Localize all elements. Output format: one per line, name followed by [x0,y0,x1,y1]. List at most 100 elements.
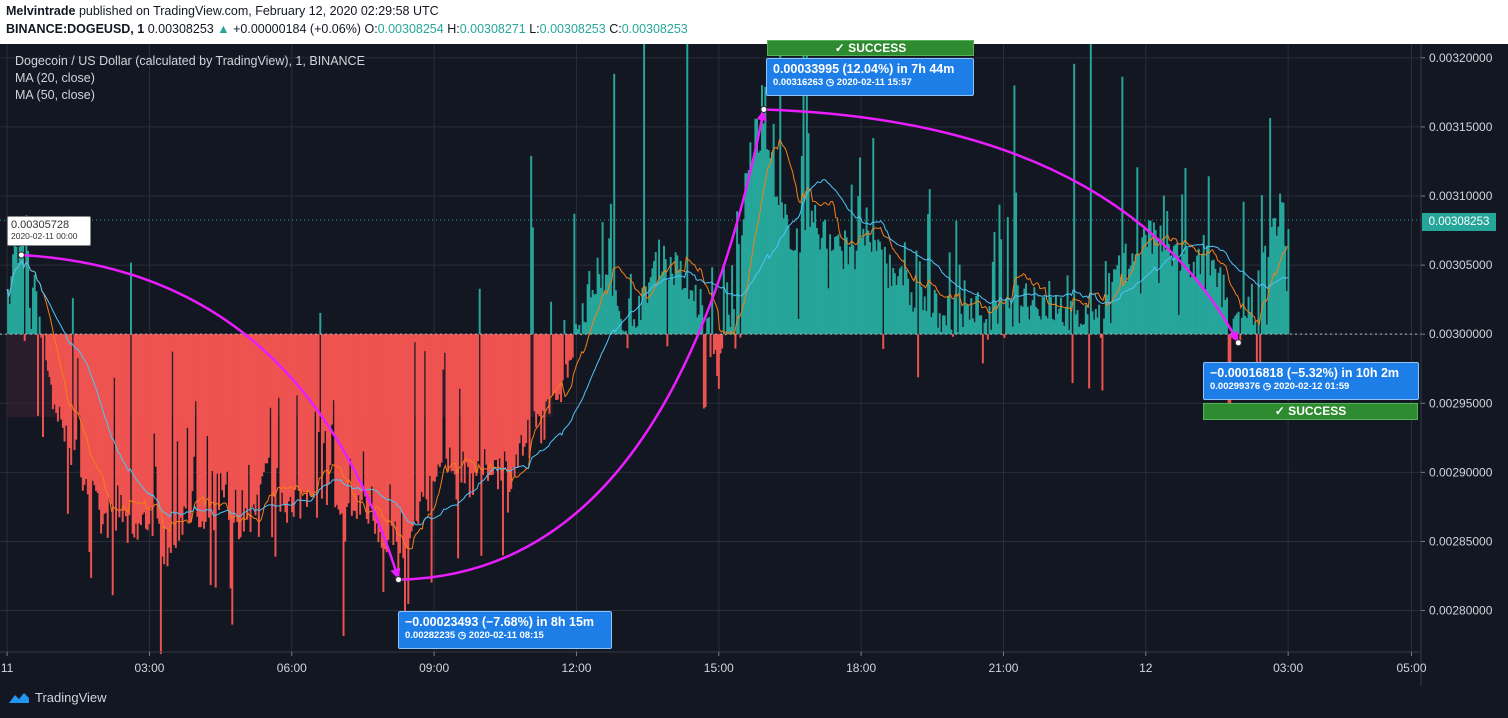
area-bar-up [1217,272,1220,335]
area-bar-up [609,203,612,335]
area-bar-down [452,334,455,471]
area-bar-up [942,315,944,335]
area-bar-up [1204,289,1207,335]
area-bar-up [1111,281,1114,335]
area-bar-down [302,334,305,493]
measure-arc [398,109,766,581]
area-bar-up [676,255,679,335]
area-bar-down [156,334,159,519]
tradingview-logo-icon [9,692,29,703]
area-bar-down [236,334,239,522]
area-bar-down [702,334,705,409]
area-bar-up [868,242,871,335]
area-bar-down [178,334,181,541]
area-bar-down [716,334,719,376]
area-bar-down [70,334,73,465]
area-bar-up [1244,315,1247,335]
area-bar-up [1161,251,1164,335]
area-bar-down [121,334,124,523]
last-price-badge: 0.00308253 [1422,213,1496,231]
area-bar-up [975,295,978,335]
area-bar-down [282,334,285,506]
area-bar-up [15,246,18,335]
area-bar-up [687,298,690,335]
area-bar-down [1099,334,1102,338]
price-chart[interactable]: 0.00320000 0.00315000 0.00310000 0.00305000… [0,44,1508,686]
area-bar-down [274,334,277,557]
area-bar-up [1235,313,1238,335]
area-bar-up [814,204,817,335]
legend-ma50[interactable]: MA (50, close) [15,88,95,102]
time-tick-label: 05:00 [1396,661,1426,675]
time-tick-label: 18:00 [846,661,876,675]
area-bar-down [189,334,192,523]
area-bar-down [462,334,465,452]
area-bar-up [1094,309,1097,335]
area-bar-up [20,245,23,335]
area-bar-down [917,334,920,378]
area-bar-up [586,284,589,335]
area-bar-up [1036,308,1039,335]
area-bar-up [1113,269,1116,335]
low-value: 0.00308253 [539,22,606,36]
area-bar-up [1172,246,1175,335]
area-bar-up [790,249,793,335]
area-bar-up [583,321,586,335]
area-bar-up [611,295,614,335]
area-bar-down [188,334,191,523]
area-bar-up [696,317,699,335]
area-bar-down [951,334,954,337]
area-bar-down [379,334,382,533]
area-bar-up [1214,268,1217,335]
area-bar-down [400,334,403,513]
area-bar-down [349,334,352,459]
area-bar-down [1001,334,1004,336]
clock-icon: ◷ [457,630,467,641]
area-bar-up [601,221,604,335]
area-bar-up [1197,248,1200,335]
area-bar-up [947,295,949,335]
area-bar-down [390,334,393,526]
area-bar-up [634,327,637,335]
area-bar-up [761,85,763,335]
legend-ma20[interactable]: MA (20, close) [15,71,95,85]
area-bar-up [937,327,940,335]
tradingview-brand[interactable]: TradingView [8,690,107,705]
area-bar-down [63,334,66,442]
area-bar-down [227,334,230,521]
area-bar-up [933,289,936,335]
area-bar-up [1260,195,1263,335]
area-bar-down [734,334,737,349]
publisher-name[interactable]: Melvintrade [6,4,76,18]
area-bar-down [526,334,529,420]
area-bar-up [646,302,649,335]
footer-bar [0,686,1508,718]
area-bar-down [75,334,78,440]
area-bar-down [1255,334,1258,379]
area-bar-up [674,252,677,335]
price-change: +0.00000184 (+0.06%) [233,22,361,36]
area-bar-down [45,334,48,361]
area-bar-up [1146,247,1149,335]
area-bar-down [299,334,302,519]
area-bar-up [1048,281,1051,335]
area-bar-down [330,334,333,425]
area-bar-down [208,334,211,518]
area-bar-down [721,334,724,349]
area-bar-down [508,334,511,493]
area-bar-down [100,334,103,534]
area-bar-up [991,261,994,335]
area-bar-up [644,286,647,335]
area-bar-up [1069,300,1072,335]
area-bar-up [677,270,680,335]
area-bar-up [606,275,609,335]
area-bar-down [739,334,742,338]
area-bar-up [38,316,41,335]
area-bar-down [58,334,61,407]
area-bar-up [7,289,10,335]
area-bar-down [413,334,416,343]
area-bar-up [932,312,935,335]
area-bar-up [950,329,953,335]
measure-label-3: −0.00016818 (−5.32%) in 10h 2m 0.0029937… [1203,362,1419,400]
area-bar-down [267,334,270,458]
